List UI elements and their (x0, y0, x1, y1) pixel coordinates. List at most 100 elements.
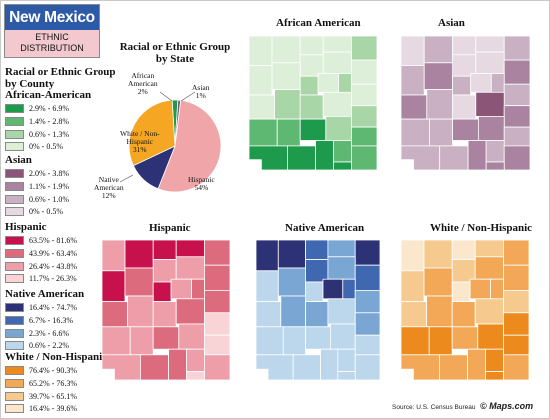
county-region (327, 298, 356, 325)
legend-range-label: 2.0% - 3.8% (29, 169, 69, 178)
county-region (299, 75, 319, 96)
map-african-american (249, 36, 377, 170)
legend-swatch (5, 378, 24, 388)
county-region (354, 312, 380, 336)
pie-slice-label: Asian 1% (192, 83, 210, 100)
county-region (102, 240, 126, 272)
county-region (351, 126, 377, 147)
county-region (401, 326, 430, 356)
map-native-american (256, 240, 380, 380)
county-region (124, 267, 154, 297)
county-region (249, 65, 273, 96)
county-region (503, 126, 530, 147)
county-region (401, 240, 425, 272)
legend-group-asian: Asian (5, 154, 32, 166)
county-region (102, 326, 131, 356)
legend-range-label: 76.4% - 90.3% (29, 366, 77, 375)
county-region (423, 267, 453, 297)
legend-title-line-2: by County (5, 78, 55, 90)
legend-swatch (5, 404, 24, 414)
county-region (204, 334, 230, 356)
county-region (152, 240, 177, 261)
county-region (140, 354, 170, 380)
county-region (401, 301, 428, 328)
county-region (299, 118, 327, 141)
legend-row: 39.7% - 65.1% (5, 391, 77, 402)
county-region (485, 348, 504, 372)
county-region (287, 145, 317, 170)
county-region (503, 240, 529, 266)
county-region (127, 295, 154, 328)
pie-leader-line (180, 91, 196, 102)
legend-swatch (5, 142, 24, 152)
county-region (204, 290, 230, 314)
county-region (474, 240, 504, 258)
county-region (469, 278, 491, 300)
county-region (503, 36, 530, 61)
county-region (322, 36, 352, 53)
legend-group-white-non-hispanic: White / Non-Hispanic (5, 351, 108, 363)
legend-swatch (5, 391, 24, 401)
legend-range-label: 39.7% - 65.1% (29, 391, 77, 401)
county-region (175, 256, 205, 280)
legend-swatch (5, 194, 24, 204)
county-region (256, 240, 279, 272)
county-region (102, 270, 126, 302)
legend-range-label: 0.6% - 2.2% (29, 341, 69, 351)
county-region (475, 36, 505, 53)
legend-range-label: 0.6% - 1.3% (29, 129, 69, 139)
county-region (320, 348, 339, 380)
map-hispanic (102, 240, 230, 380)
county-region (478, 116, 505, 141)
pie-slice-white-non-hispanic (128, 99, 176, 167)
county-region (102, 301, 129, 328)
county-region (503, 312, 529, 336)
county-region (191, 278, 205, 303)
pie-slice-label: White / Non- Hispanic 31% (120, 129, 160, 154)
legend-range-label: 65.2% - 76.3% (29, 378, 77, 388)
county-region (439, 145, 469, 170)
county-region (490, 73, 505, 96)
county-region (428, 118, 454, 147)
legend-row: 0.6% - 1.0% (5, 194, 69, 205)
legend-range-label: 1.4% - 2.8% (29, 116, 69, 126)
county-region (401, 94, 428, 120)
county-region (354, 264, 380, 291)
legend-range-label: 43.9% - 63.4% (29, 248, 77, 258)
county-region (274, 89, 301, 120)
county-region (426, 295, 453, 328)
legend-row: 0% - 0.5% (5, 206, 63, 217)
county-region (503, 83, 530, 107)
legend-range-label: 6.7% - 16.3% (29, 315, 73, 325)
legend-row: 63.5% - 81.6% (5, 235, 77, 246)
county-region (325, 116, 352, 141)
county-region (485, 161, 505, 170)
legend-swatch (5, 207, 24, 217)
legend-group-hispanic: Hispanic (5, 221, 47, 233)
map-notch (401, 368, 414, 380)
county-region (249, 94, 276, 120)
legend-range-label: 1.1% - 1.9% (29, 181, 69, 191)
county-region (401, 65, 425, 96)
legend-swatch (5, 104, 24, 113)
subtitle-line-1: ETHNIC (35, 32, 69, 42)
county-region (338, 73, 352, 96)
legend-range-label: 63.5% - 81.6% (29, 236, 77, 245)
county-region (474, 298, 504, 325)
legend-row: 2.0% - 3.8% (5, 168, 69, 179)
county-region (152, 259, 177, 283)
legend-swatch (5, 129, 24, 139)
county-region (299, 54, 324, 77)
county-region (175, 240, 205, 258)
county-region (170, 278, 192, 300)
county-region (337, 348, 356, 372)
county-region (423, 36, 454, 64)
county-region (351, 83, 377, 107)
county-region (474, 256, 504, 280)
county-region (129, 326, 154, 356)
county-region (428, 326, 453, 356)
county-region (485, 371, 504, 380)
county-region (271, 36, 301, 64)
county-region (467, 140, 487, 170)
legend-range-label: 0% - 0.5% (29, 142, 63, 152)
